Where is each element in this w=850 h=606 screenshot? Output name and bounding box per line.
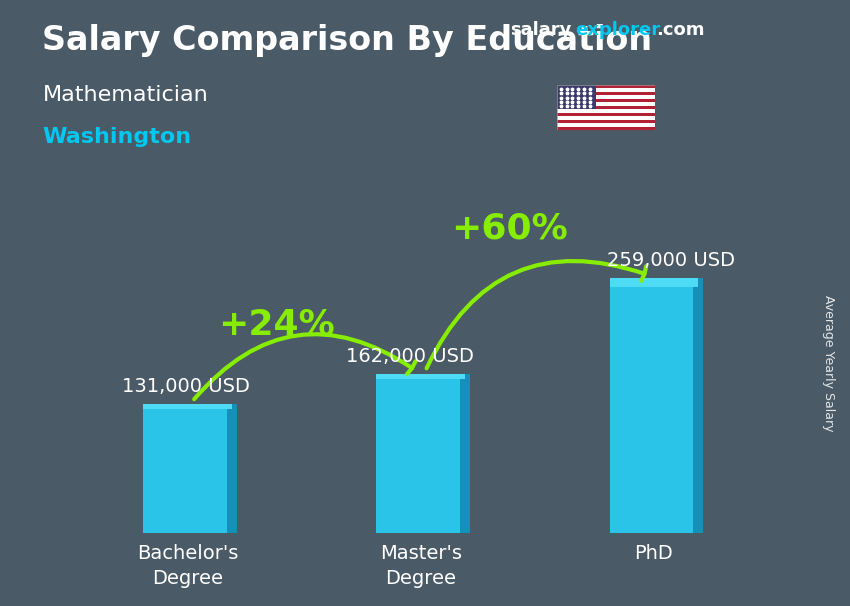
Bar	[460, 374, 470, 533]
Text: 162,000 USD: 162,000 USD	[346, 347, 474, 366]
Bar	[557, 85, 596, 109]
Bar	[557, 113, 654, 116]
Bar	[377, 374, 465, 379]
Text: Salary Comparison By Education: Salary Comparison By Education	[42, 24, 653, 57]
Text: +24%: +24%	[218, 307, 335, 342]
Bar	[557, 127, 654, 130]
Bar	[557, 88, 654, 92]
Text: explorer: explorer	[575, 21, 660, 39]
Text: +60%: +60%	[451, 212, 568, 246]
Bar	[377, 374, 465, 533]
Bar	[557, 102, 654, 106]
Bar	[557, 120, 654, 123]
Bar	[144, 404, 232, 409]
Bar	[557, 99, 654, 102]
Bar	[557, 85, 654, 88]
Bar	[557, 109, 654, 113]
Bar	[609, 278, 698, 533]
Bar	[557, 92, 654, 95]
Bar	[227, 404, 237, 533]
Bar	[557, 106, 654, 109]
Bar	[609, 278, 698, 287]
Text: 259,000 USD: 259,000 USD	[607, 251, 735, 270]
Bar	[693, 278, 704, 533]
Text: Average Yearly Salary: Average Yearly Salary	[822, 295, 836, 432]
Bar	[557, 116, 654, 120]
Text: Washington: Washington	[42, 127, 191, 147]
Bar	[144, 404, 232, 533]
Bar	[557, 95, 654, 99]
Bar	[557, 123, 654, 127]
Text: Mathematician: Mathematician	[42, 85, 208, 105]
Text: .com: .com	[656, 21, 705, 39]
Text: salary: salary	[510, 21, 571, 39]
Text: 131,000 USD: 131,000 USD	[122, 378, 250, 396]
